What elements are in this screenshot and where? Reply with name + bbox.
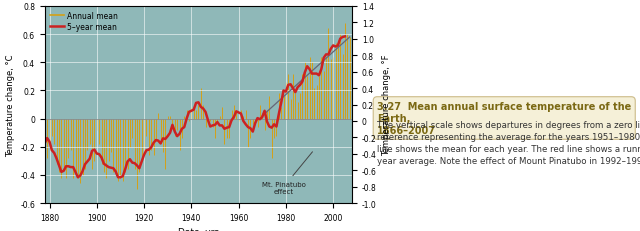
Y-axis label: Temperature change, °F: Temperature change, °F <box>382 55 391 156</box>
Text: The vertical scale shows departures in degrees from a zero line of
reference rep: The vertical scale shows departures in d… <box>377 121 640 165</box>
Y-axis label: Temperature change, °C: Temperature change, °C <box>6 54 15 156</box>
Legend: Annual mean, 5–year mean: Annual mean, 5–year mean <box>49 11 119 33</box>
X-axis label: Date, yrs: Date, yrs <box>178 228 219 231</box>
Text: 3.27  Mean annual surface temperature of the Earth,
1866–2007: 3.27 Mean annual surface temperature of … <box>377 101 631 136</box>
Text: Mt. Pinatubo
effect: Mt. Pinatubo effect <box>262 152 312 194</box>
